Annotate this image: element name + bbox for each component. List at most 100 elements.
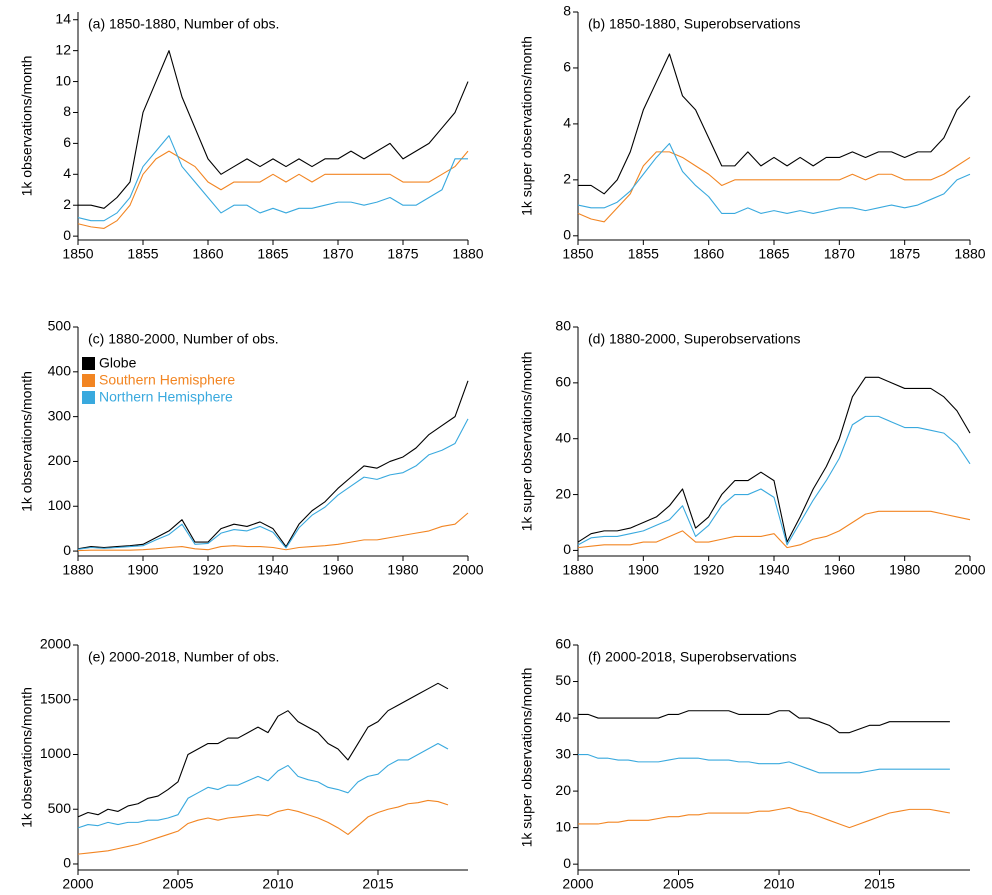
y-tick-label: 30 [555,745,571,761]
y-axis-label: 1k observations/month [19,687,35,828]
panel: 0 500 1000 1500 2000 2000 2005 2010 2015 1k obser… [19,636,468,892]
x-tick-label: 2010 [262,876,293,892]
legend-label: Globe [99,355,137,371]
panel: 0 20 40 60 80 1880 1900 1920 1940 1960 1980 2000 1k … [519,318,986,578]
y-tick-label: 80 [555,318,571,334]
panel: 0 2 4 6 8 1850 1855 1860 1865 1870 1875 1880 1k supe… [519,3,986,262]
x-tick-label: 1870 [322,246,353,262]
panel: 0 10 20 30 40 50 60 2000 2005 2010 2015 1k super ob… [519,636,970,892]
x-tick-label: 1880 [954,246,985,262]
y-tick-label: 20 [555,782,571,798]
x-tick-label: 2015 [864,876,895,892]
series-line [577,142,971,214]
series-line [77,418,469,550]
y-tick-label: 8 [563,3,571,19]
x-tick-label: 1940 [257,562,288,578]
x-tick-label: 1940 [758,562,789,578]
y-tick-label: 300 [48,407,72,423]
series-line [77,512,469,552]
y-tick-label: 4 [63,165,71,181]
x-tick-label: 1855 [127,246,158,262]
legend-label: Southern Hemisphere [99,372,235,388]
x-tick-label: 1880 [562,562,593,578]
series-line [578,53,971,195]
y-tick-label: 1000 [40,745,71,761]
y-tick-label: 500 [48,318,72,334]
series-line [577,376,971,543]
y-tick-label: 6 [563,59,571,75]
x-tick-label: 1980 [889,562,920,578]
y-tick-label: 0 [563,541,571,557]
y-tick-label: 0 [563,227,571,243]
legend-swatch [82,374,95,387]
y-tick-label: 10 [555,818,571,834]
x-tick-label: 2005 [663,876,694,892]
x-tick-label: 2005 [162,876,193,892]
x-tick-label: 1900 [127,562,158,578]
y-tick-label: 0 [63,855,71,871]
x-tick-label: 1960 [322,562,353,578]
x-tick-label: 1855 [628,246,659,262]
panel: 0 100 200 300 400 500 1880 1900 1920 1940 1960 1980… [19,318,484,578]
y-tick-label: 60 [555,374,571,390]
y-axis-label: 1k observations/month [19,56,35,197]
x-tick-label: 1850 [62,246,93,262]
series-line [577,415,971,546]
series-line [77,150,469,229]
y-tick-label: 2 [563,171,571,187]
y-axis-label: 1k super observations/month [519,668,535,848]
y-tick-label: 14 [55,10,71,26]
x-tick-label: 1865 [758,246,789,262]
series-line [578,754,950,774]
panel: 0 2 4 6 8 10 12 14 1850 1855 1860 1865 1870 1875 1880 1… [19,10,484,261]
x-tick-label: 2000 [452,562,483,578]
y-tick-label: 4 [563,115,571,131]
x-tick-label: 1860 [693,246,724,262]
x-tick-label: 2000 [954,562,985,578]
series-line [577,151,971,223]
y-tick-label: 12 [55,41,71,57]
legend-swatch [82,357,95,370]
y-tick-label: 8 [63,103,71,119]
y-tick-label: 2 [63,196,71,212]
x-tick-label: 1920 [192,562,223,578]
x-tick-label: 1900 [628,562,659,578]
x-tick-label: 1860 [192,246,223,262]
x-tick-label: 1960 [824,562,855,578]
y-tick-label: 40 [555,709,571,725]
x-tick-label: 1880 [452,246,483,262]
series-line [77,135,468,222]
y-tick-label: 0 [63,542,71,558]
y-axis-label: 1k super observations/month [519,352,535,532]
panel-title: (e) 2000-2018, Number of obs. [88,649,279,665]
x-tick-label: 1850 [562,246,593,262]
y-axis-label: 1k super observations/month [519,36,535,216]
series-line [577,510,971,549]
y-tick-label: 20 [555,485,571,501]
y-tick-label: 100 [48,497,72,513]
x-tick-label: 1920 [693,562,724,578]
panel-title: (f) 2000-2018, Superobservations [588,649,797,665]
series-line [77,742,449,829]
series-line [77,682,449,818]
y-tick-label: 400 [48,363,72,379]
legend-swatch [82,391,95,404]
x-tick-label: 1880 [62,562,93,578]
x-tick-label: 2000 [62,876,93,892]
y-tick-label: 10 [55,72,71,88]
series-line [578,806,950,829]
y-tick-label: 0 [63,227,71,243]
x-tick-label: 2015 [362,876,393,892]
panel-title: (b) 1850-1880, Superobservations [588,16,800,32]
panel-title: (a) 1850-1880, Number of obs. [88,16,279,32]
x-tick-label: 1875 [387,246,418,262]
x-tick-label: 1980 [387,562,418,578]
y-tick-label: 40 [555,429,571,445]
y-tick-label: 60 [555,636,571,652]
y-tick-label: 2000 [40,636,71,652]
x-tick-label: 1865 [257,246,288,262]
panel-title: (d) 1880-2000, Superobservations [588,331,800,347]
y-tick-label: 50 [555,672,571,688]
y-tick-label: 1500 [40,690,71,706]
